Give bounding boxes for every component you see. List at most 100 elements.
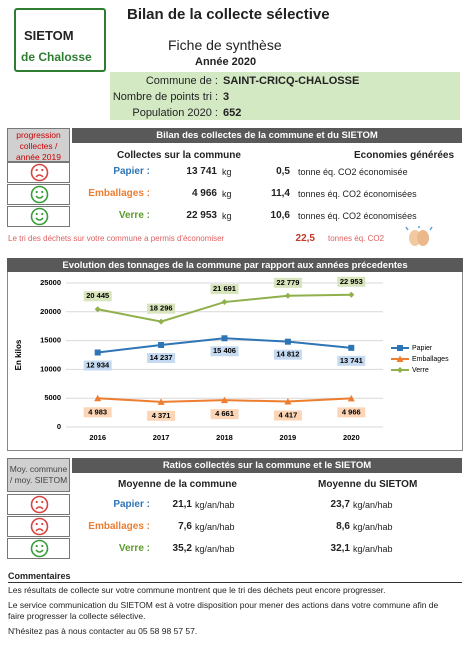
info-box bbox=[110, 72, 460, 120]
marker bbox=[396, 355, 404, 362]
summary-unit: tonnes éq. CO2 bbox=[328, 234, 385, 243]
value-label: 4 371 bbox=[152, 411, 171, 420]
marker bbox=[348, 291, 355, 298]
comments-line bbox=[8, 582, 462, 583]
status-cell bbox=[7, 538, 70, 559]
happy-icon bbox=[30, 539, 49, 558]
comment-paragraph: Le service communication du SIETOM est à… bbox=[8, 600, 439, 621]
chart-title-bar bbox=[7, 258, 463, 272]
column-header: Collectes sur la commune bbox=[117, 150, 241, 161]
value-label-bg bbox=[83, 407, 112, 418]
x-tick-label: 2017 bbox=[153, 433, 170, 442]
section-title: Bilan des collectes de la commune et du … bbox=[72, 128, 462, 143]
row-co2: 0,5 bbox=[276, 166, 290, 177]
info-label: Commune de : bbox=[145, 75, 218, 87]
row-sietom: 32,1 bbox=[330, 543, 350, 554]
info-value: 3 bbox=[223, 91, 230, 103]
value-label-bg bbox=[337, 276, 366, 287]
row-unit: kg/an/hab bbox=[353, 500, 393, 510]
info-value: SAINT-CRICQ-CHALOSSE bbox=[223, 75, 360, 87]
row-co2: 10,6 bbox=[270, 210, 290, 221]
marker bbox=[221, 396, 228, 404]
row-sietom: 23,7 bbox=[330, 499, 350, 510]
status-cell bbox=[7, 184, 70, 205]
value-label: 14 237 bbox=[150, 353, 173, 362]
legend-label: Emballages bbox=[412, 356, 449, 363]
marker bbox=[284, 338, 291, 345]
row-amount: 13 741 bbox=[186, 166, 217, 177]
row-unit: kg/an/hab bbox=[353, 544, 393, 554]
row-unit: kg bbox=[222, 167, 232, 177]
value-label-bg bbox=[210, 284, 239, 295]
row-name: Verre : bbox=[118, 543, 150, 554]
row-co2-unit: tonnes éq. CO2 économisées bbox=[298, 189, 417, 199]
info-value: 652 bbox=[223, 107, 242, 119]
value-label: 13 741 bbox=[340, 356, 363, 365]
status-cell bbox=[7, 494, 70, 515]
marker bbox=[284, 398, 292, 405]
subtitle: Fiche de synthèse bbox=[168, 37, 282, 53]
x-tick-label: 2020 bbox=[343, 433, 360, 442]
value-label-bg bbox=[273, 277, 302, 288]
row-amount: 22 953 bbox=[186, 210, 217, 221]
column-header: Economies générées bbox=[354, 150, 455, 161]
year: Année 2020 bbox=[195, 56, 257, 68]
row-name: Emballages : bbox=[88, 521, 150, 532]
row-unit: kg/an/hab bbox=[195, 544, 235, 554]
happy-icon bbox=[30, 207, 49, 226]
row-unit: kg/an/hab bbox=[195, 500, 235, 510]
row-commune: 35,2 bbox=[172, 543, 192, 554]
row-unit: kg/an/hab bbox=[195, 522, 235, 532]
side-label: progression collectes / année 2019 bbox=[7, 128, 70, 162]
legend-label: Papier bbox=[412, 345, 433, 352]
column-header: Moyenne de la commune bbox=[118, 479, 237, 490]
sad-icon bbox=[30, 495, 49, 514]
row-co2-unit: tonnes éq. CO2 économisées bbox=[298, 211, 417, 221]
value-label: 14 812 bbox=[276, 350, 299, 359]
y-tick-label: 15000 bbox=[40, 336, 61, 345]
section-title: Ratios collectés sur la commune et le SI… bbox=[72, 458, 462, 473]
marker bbox=[221, 335, 228, 342]
value-label-bg bbox=[147, 410, 176, 421]
marker bbox=[347, 394, 355, 402]
info-label: Population 2020 : bbox=[132, 107, 218, 119]
x-tick-label: 2018 bbox=[216, 433, 233, 442]
value-label-bg bbox=[210, 409, 239, 420]
row-name: Emballages : bbox=[88, 188, 150, 199]
row-name: Papier : bbox=[113, 166, 150, 177]
info-label: Nombre de points tri : bbox=[112, 91, 218, 103]
row-co2-unit: tonne éq. CO2 économisée bbox=[298, 167, 408, 177]
marker bbox=[158, 341, 165, 348]
status-cell bbox=[7, 516, 70, 537]
value-label: 4 983 bbox=[88, 407, 107, 416]
summary-text: Le tri des déchets sur votre commune a p… bbox=[8, 234, 225, 243]
value-label-bg bbox=[147, 303, 176, 314]
row-co2: 11,4 bbox=[271, 188, 290, 199]
value-label: 15 406 bbox=[213, 346, 236, 355]
marker bbox=[157, 398, 165, 405]
status-cell bbox=[7, 206, 70, 227]
sad-icon bbox=[30, 517, 49, 536]
sad-icon bbox=[30, 163, 49, 182]
chart: Evolution des tonnages de la commune par… bbox=[7, 258, 463, 451]
marker bbox=[397, 345, 403, 351]
status-cell bbox=[7, 162, 70, 183]
row-commune: 21,1 bbox=[172, 499, 192, 510]
x-tick-label: 2016 bbox=[89, 433, 106, 442]
value-label-bg bbox=[147, 352, 176, 363]
x-tick-label: 2019 bbox=[280, 433, 297, 442]
row-name: Papier : bbox=[113, 499, 150, 510]
happy-icon bbox=[30, 185, 49, 204]
value-label: 4 661 bbox=[215, 409, 234, 418]
marker bbox=[348, 344, 355, 351]
marker bbox=[397, 367, 403, 373]
y-tick-label: 25000 bbox=[40, 278, 61, 287]
marker bbox=[94, 349, 101, 356]
value-label: 18 296 bbox=[150, 304, 173, 313]
y-axis-label: En kilos bbox=[14, 339, 23, 370]
comment-paragraph: Les résultats de collecte sur votre comm… bbox=[8, 585, 386, 595]
row-sietom: 8,6 bbox=[336, 521, 350, 532]
y-tick-label: 20000 bbox=[40, 307, 61, 316]
marker bbox=[158, 318, 165, 325]
logo-top: SIETOM bbox=[24, 28, 74, 43]
